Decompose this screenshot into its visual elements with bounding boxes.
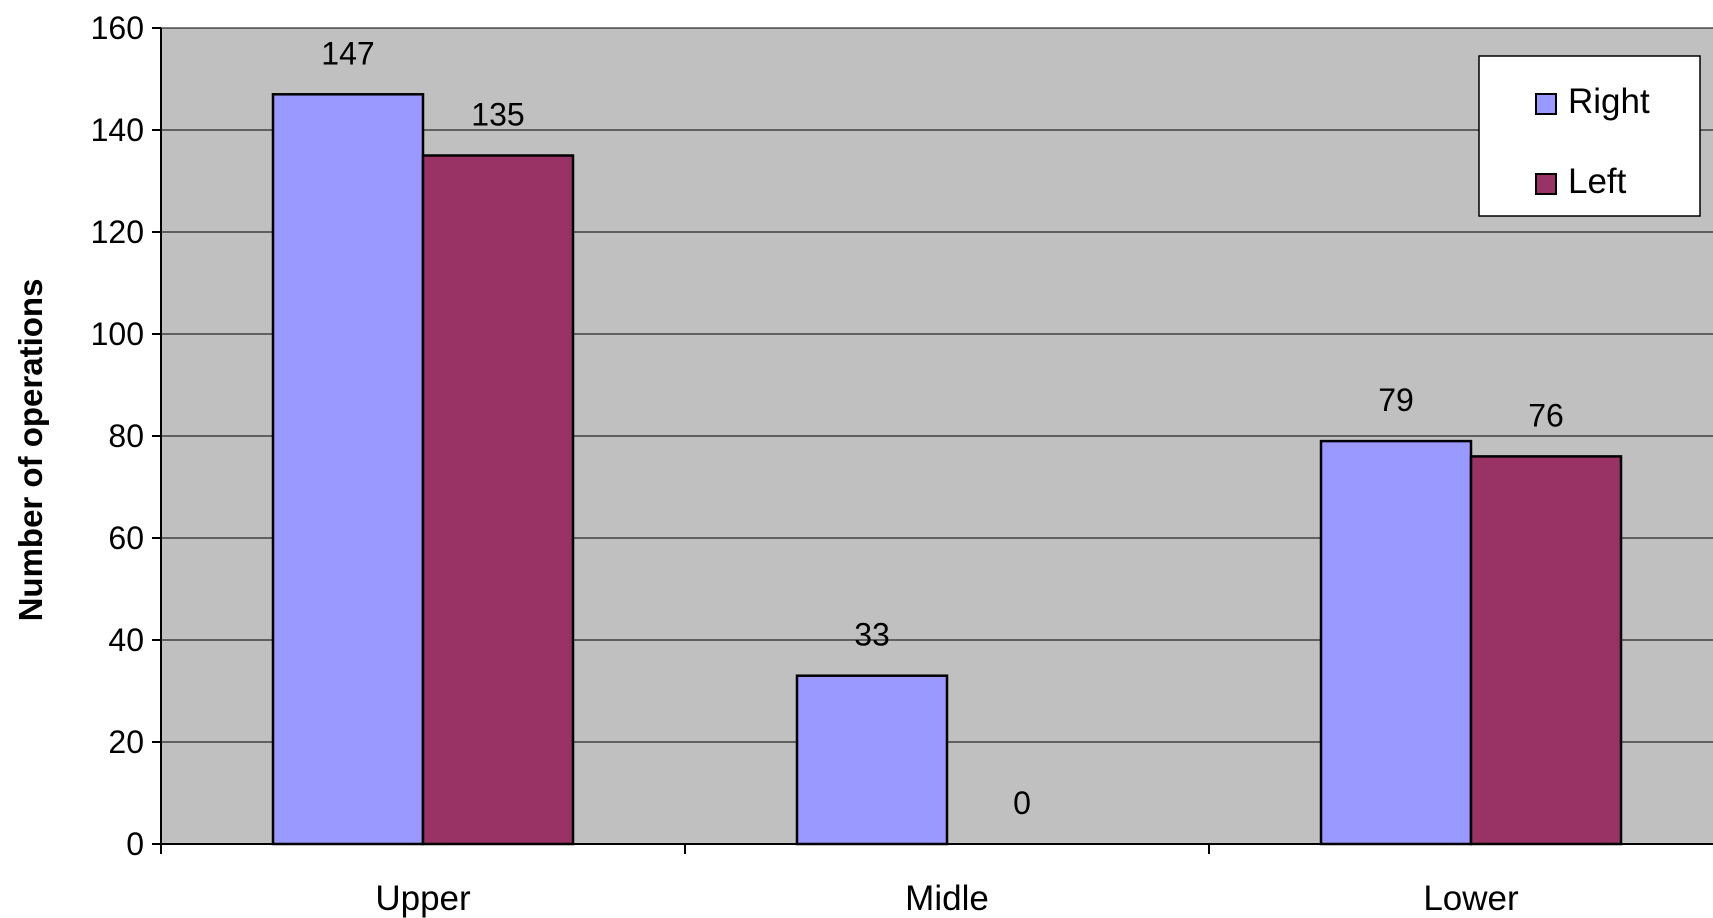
data-label-left-upper: 135 bbox=[471, 97, 524, 133]
y-tick-label: 0 bbox=[126, 826, 144, 862]
legend-box bbox=[1478, 55, 1701, 217]
data-label-left-midle: 0 bbox=[1013, 785, 1031, 821]
y-tick-label: 160 bbox=[91, 10, 144, 46]
bars bbox=[271, 93, 1623, 846]
y-tick-label: 20 bbox=[108, 724, 144, 760]
y-tick-label: 100 bbox=[91, 316, 144, 352]
x-tick-label-upper: Upper bbox=[375, 879, 471, 918]
data-label-left-lower: 76 bbox=[1528, 397, 1564, 433]
x-tick-label-lower: Lower bbox=[1423, 879, 1519, 918]
bar-right-midle bbox=[795, 674, 949, 846]
y-tick-label: 80 bbox=[108, 418, 144, 454]
legend-label-left: Left bbox=[1568, 162, 1627, 201]
axes bbox=[152, 27, 1713, 854]
legend-swatch-left bbox=[1535, 173, 1557, 195]
bar-right-lower bbox=[1319, 439, 1473, 846]
data-label-right-lower: 79 bbox=[1378, 382, 1414, 418]
x-tick-label-midle: Midle bbox=[905, 879, 989, 918]
x-tick-labels: Upper Midle Lower bbox=[375, 879, 1519, 918]
data-label-right-upper: 147 bbox=[321, 35, 374, 71]
legend: Right Left bbox=[1478, 55, 1701, 217]
y-tick-label: 40 bbox=[108, 622, 144, 658]
legend-label-right: Right bbox=[1568, 82, 1650, 121]
bar-right-upper bbox=[271, 93, 425, 846]
bar-left-upper bbox=[421, 154, 575, 846]
data-label-right-midle: 33 bbox=[854, 617, 890, 653]
y-tick-labels: 0 20 40 60 80 100 120 140 160 bbox=[91, 10, 144, 862]
y-tick-label: 140 bbox=[91, 112, 144, 148]
data-labels: 147 135 33 0 79 76 bbox=[321, 35, 1563, 821]
bar-left-lower bbox=[1469, 455, 1623, 846]
legend-swatch-right bbox=[1535, 93, 1557, 115]
y-tick-label: 60 bbox=[108, 520, 144, 556]
y-axis-title: Number of operations bbox=[12, 279, 49, 622]
y-tick-label: 120 bbox=[91, 214, 144, 250]
